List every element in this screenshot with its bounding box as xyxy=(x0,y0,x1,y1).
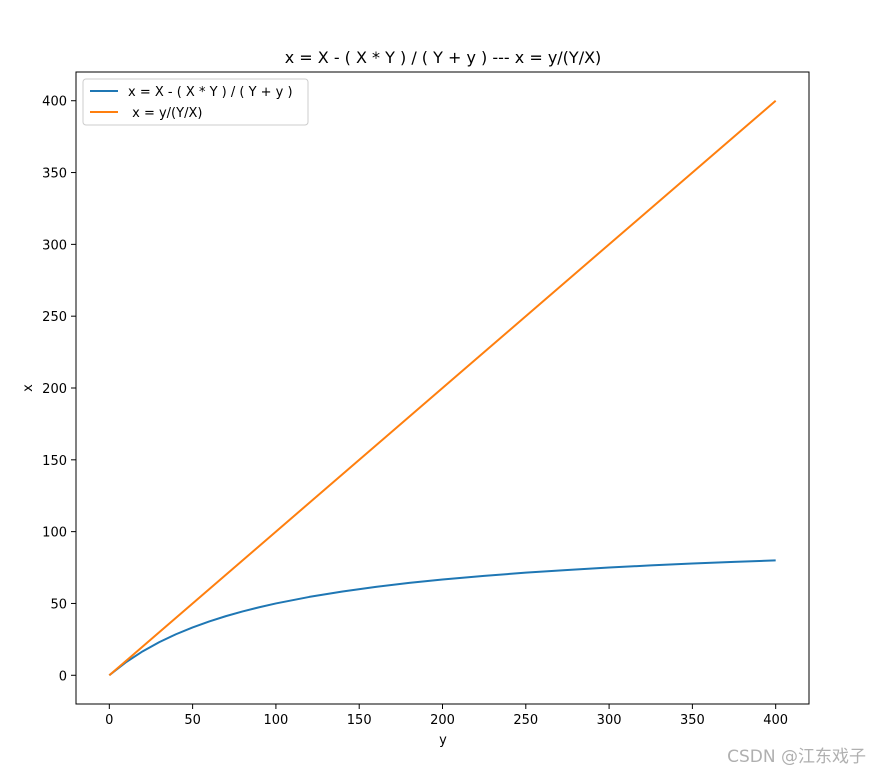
x-tick-label: 100 xyxy=(263,713,288,728)
series-line-1 xyxy=(108,559,776,677)
legend-label-series-2: x = y/(Y/X) xyxy=(128,106,202,121)
series-line-2 xyxy=(108,99,777,677)
watermark-text: CSDN @江东戏子 xyxy=(727,747,866,767)
x-tick-label: 0 xyxy=(105,713,113,728)
x-axis: 0 50 100 150 200 250 300 350 400 xyxy=(105,704,788,728)
y-tick-label: 250 xyxy=(42,310,67,325)
y-tick-label: 400 xyxy=(42,95,67,110)
y-axis-label: x xyxy=(21,384,36,392)
x-tick-label: 400 xyxy=(763,713,788,728)
x-tick-label: 150 xyxy=(347,713,372,728)
y-axis: 0 50 100 150 200 250 300 350 400 xyxy=(42,95,76,684)
x-tick-label: 300 xyxy=(597,713,622,728)
x-tick-label: 350 xyxy=(680,713,705,728)
y-tick-label: 0 xyxy=(59,669,67,684)
legend-label-series-1: x = X - ( X * Y ) / ( Y + y ) xyxy=(128,85,293,100)
y-tick-label: 200 xyxy=(42,382,67,397)
y-tick-label: 100 xyxy=(42,526,67,541)
legend-box xyxy=(82,78,309,126)
plot-area xyxy=(108,99,777,677)
y-tick-label: 150 xyxy=(42,454,67,469)
chart-title: x = X - ( X * Y ) / ( Y + y ) --- x = y/… xyxy=(285,48,602,67)
x-tick-label: 250 xyxy=(513,713,538,728)
x-tick-label: 50 xyxy=(184,713,201,728)
legend: x = X - ( X * Y ) / ( Y + y ) x = y/(Y/X… xyxy=(82,78,309,126)
y-tick-label: 50 xyxy=(50,597,67,612)
y-tick-label: 350 xyxy=(42,167,67,182)
x-tick-label: 200 xyxy=(430,713,455,728)
x-axis-label: y xyxy=(439,733,447,748)
y-tick-label: 300 xyxy=(42,238,67,253)
